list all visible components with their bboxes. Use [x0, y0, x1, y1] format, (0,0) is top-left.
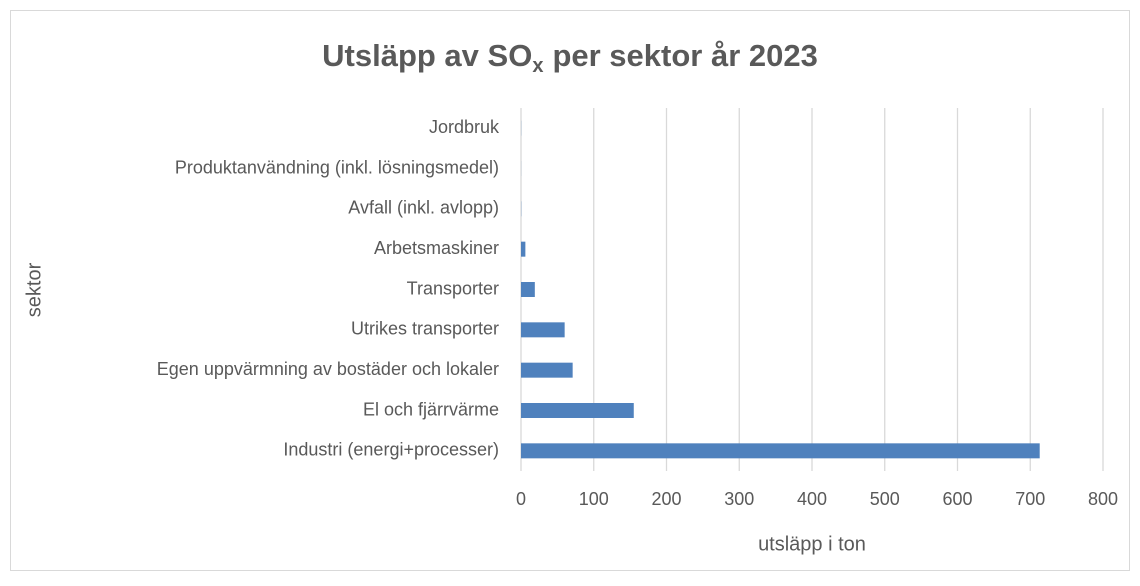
y-axis-title: sektor	[23, 262, 45, 317]
bar	[521, 363, 573, 378]
y-tick-label: Egen uppvärmning av bostäder och lokaler	[157, 359, 499, 379]
y-tick-label: Transporter	[407, 278, 499, 298]
x-tick-label: 100	[579, 489, 609, 509]
x-tick-label: 0	[516, 489, 526, 509]
y-tick-label: Utrikes transporter	[351, 319, 499, 339]
bar	[521, 403, 634, 418]
x-tick-label: 400	[797, 489, 827, 509]
chart-frame	[11, 11, 1130, 571]
title-rest: per sektor år 2023	[552, 38, 817, 73]
bar	[521, 443, 1040, 458]
x-tick-label: 700	[1015, 489, 1045, 509]
y-tick-label: Avfall (inkl. avlopp)	[348, 198, 499, 218]
x-tick-label: 600	[942, 489, 972, 509]
y-tick-label: Jordbruk	[429, 117, 500, 137]
title-main: Utsläpp av SO	[322, 38, 532, 73]
title-subscript: x	[532, 55, 543, 77]
x-tick-label: 800	[1088, 489, 1118, 509]
chart-title: Utsläpp av SOx per sektor år 2023	[322, 38, 818, 77]
bar	[521, 282, 535, 297]
y-tick-label: Produktanvändning (inkl. lösningsmedel)	[175, 157, 499, 177]
y-tick-label: Industri (energi+processer)	[283, 440, 499, 460]
x-axis-title: utsläpp i ton	[758, 533, 866, 555]
bar	[521, 322, 565, 337]
bar	[521, 242, 525, 257]
x-tick-label: 200	[651, 489, 681, 509]
y-tick-label: El och fjärrvärme	[363, 399, 499, 419]
x-tick-label: 500	[870, 489, 900, 509]
x-tick-label: 300	[724, 489, 754, 509]
y-tick-label: Arbetsmaskiner	[374, 238, 499, 258]
